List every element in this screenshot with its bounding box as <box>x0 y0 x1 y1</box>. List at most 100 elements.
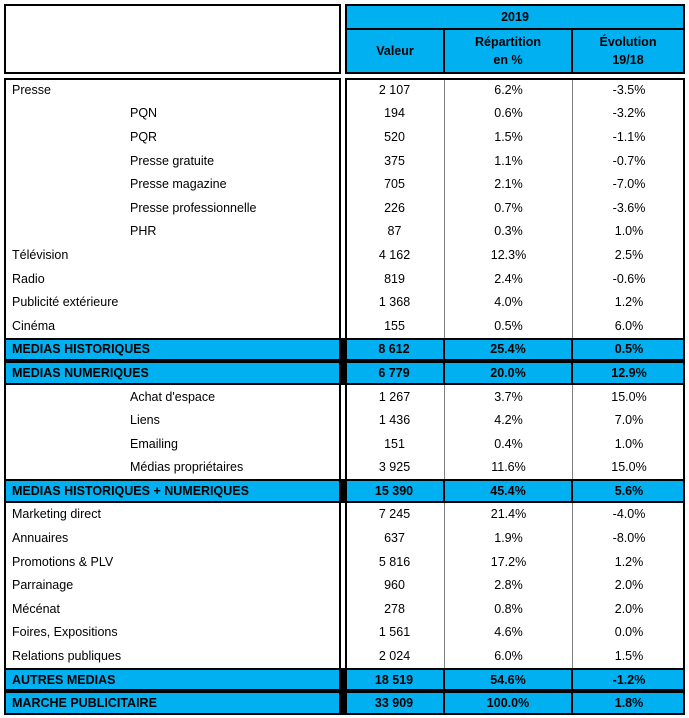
row-label: PHR <box>130 224 157 239</box>
row-repartition: 21.4% <box>445 502 573 527</box>
row-label: Promotions & PLV <box>12 554 114 569</box>
row-label: MEDIAS NUMERIQUES <box>4 363 341 383</box>
row-repartition: 2.8% <box>445 573 573 598</box>
row-repartition: 54.6% <box>445 669 573 690</box>
column-gap-divider <box>341 363 345 383</box>
row-label: Médias propriétaires <box>130 460 244 475</box>
row-label: MEDIAS HISTORIQUES <box>4 339 341 360</box>
row-label: Emailing <box>130 436 178 451</box>
row-label: MEDIAS HISTORIQUES + NUMERIQUES <box>4 481 341 501</box>
row-repartition: 1.1% <box>445 148 573 173</box>
row-valeur: 33 909 <box>345 693 445 714</box>
table-row: Foires, Expositions 1 561 4.6% 0.0% <box>4 620 685 645</box>
row-repartition: 0.8% <box>445 597 573 621</box>
table-row: Cinéma 155 0.5% 6.0% <box>4 313 685 338</box>
header-columns: Valeur Répartition en % Évolution 19/18 <box>347 30 683 72</box>
table-row: MARCHE PUBLICITAIRE 33 909 100.0% 1.8% <box>4 691 685 716</box>
row-valeur: 637 <box>345 526 445 550</box>
row-evolution: 1.0% <box>614 436 644 451</box>
row-valeur: 1 368 <box>345 290 445 314</box>
row-valeur: 705 <box>345 172 445 196</box>
row-valeur: 8 612 <box>345 339 445 360</box>
table-row: Annuaires 637 1.9% -8.0% <box>4 526 685 550</box>
header-col-valeur: Valeur <box>347 30 445 72</box>
row-label: Liens <box>130 413 160 428</box>
row-evolution: 0.0% <box>614 625 644 640</box>
table: 2019 Valeur Répartition en % Évolution 1… <box>4 4 685 716</box>
header-col-repartition-line1: Répartition <box>475 34 541 49</box>
column-gap-divider <box>341 339 345 360</box>
row-label: Presse gratuite <box>130 153 215 168</box>
row-label: Cinéma <box>12 318 56 333</box>
row-repartition: 45.4% <box>445 481 573 501</box>
row-repartition: 0.5% <box>445 313 573 338</box>
row-valeur: 1 267 <box>345 384 445 409</box>
row-repartition: 1.9% <box>445 526 573 550</box>
row-valeur: 3 925 <box>345 455 445 480</box>
row-repartition: 2.4% <box>445 266 573 291</box>
table-row: Presse magazine 705 2.1% -7.0% <box>4 172 685 196</box>
row-repartition: 12.3% <box>445 243 573 267</box>
row-label: Marketing direct <box>12 507 101 522</box>
header-year-group: 2019 Valeur Répartition en % Évolution 1… <box>345 4 685 74</box>
row-repartition: 0.3% <box>445 219 573 244</box>
row-valeur: 4 162 <box>345 243 445 267</box>
row-repartition: 6.2% <box>445 78 573 102</box>
row-label: Foires, Expositions <box>12 625 118 640</box>
row-repartition: 6.0% <box>445 644 573 668</box>
column-gap-divider <box>341 669 345 690</box>
row-repartition: 25.4% <box>445 339 573 360</box>
row-valeur: 151 <box>345 431 445 456</box>
row-evolution: 12.9% <box>611 365 647 380</box>
table-header: 2019 Valeur Répartition en % Évolution 1… <box>4 4 685 74</box>
row-valeur: 18 519 <box>345 669 445 690</box>
row-label: Télévision <box>12 247 69 262</box>
table-row: PHR 87 0.3% 1.0% <box>4 219 685 244</box>
row-repartition: 4.0% <box>445 290 573 314</box>
row-label: Publicité extérieure <box>12 295 119 310</box>
row-repartition: 1.5% <box>445 125 573 149</box>
table-row: MEDIAS HISTORIQUES + NUMERIQUES 15 390 4… <box>4 479 685 503</box>
row-label: Annuaires <box>12 531 69 546</box>
table-row: MEDIAS NUMERIQUES 6 779 20.0% 12.9% <box>4 361 685 385</box>
table-body: Presse 2 107 6.2% -3.5% PQN 194 0.6% -3.… <box>4 78 685 716</box>
row-label: Radio <box>12 271 45 286</box>
row-evolution: 15.0% <box>611 460 647 475</box>
row-evolution: 5.6% <box>614 483 644 498</box>
row-repartition: 2.1% <box>445 172 573 196</box>
row-label: Mécénat <box>12 601 60 616</box>
row-evolution: -8.0% <box>612 531 646 546</box>
table-row: PQN 194 0.6% -3.2% <box>4 101 685 126</box>
table-row: AUTRES MEDIAS 18 519 54.6% -1.2% <box>4 667 685 692</box>
table-row: Achat d'espace 1 267 3.7% 15.0% <box>4 384 685 409</box>
row-valeur: 15 390 <box>345 481 445 501</box>
table-row: PQR 520 1.5% -1.1% <box>4 125 685 149</box>
row-label: Presse magazine <box>130 177 227 192</box>
table-row: Médias propriétaires 3 925 11.6% 15.0% <box>4 455 685 480</box>
row-valeur: 960 <box>345 573 445 598</box>
table-row: Radio 819 2.4% -0.6% <box>4 266 685 291</box>
row-valeur: 375 <box>345 148 445 173</box>
row-evolution: -0.6% <box>612 271 646 286</box>
table-row: Relations publiques 2 024 6.0% 1.5% <box>4 644 685 668</box>
row-valeur: 819 <box>345 266 445 291</box>
row-evolution: 1.8% <box>614 696 644 711</box>
row-valeur: 520 <box>345 125 445 149</box>
row-valeur: 2 024 <box>345 644 445 668</box>
row-valeur: 278 <box>345 597 445 621</box>
row-label: PQR <box>130 129 158 144</box>
header-col-valeur-label: Valeur <box>376 43 414 58</box>
table-row: Presse 2 107 6.2% -3.5% <box>4 78 685 102</box>
header-col-evolution-line2: 19/18 <box>612 53 644 67</box>
row-repartition: 0.7% <box>445 195 573 220</box>
table-row: Presse professionnelle 226 0.7% -3.6% <box>4 195 685 220</box>
row-repartition: 4.6% <box>445 620 573 645</box>
column-gap-divider <box>341 693 345 714</box>
table-row: Presse gratuite 375 1.1% -0.7% <box>4 148 685 173</box>
column-gap-divider <box>341 481 345 501</box>
table-row: Promotions & PLV 5 816 17.2% 1.2% <box>4 549 685 574</box>
row-evolution: -3.2% <box>612 106 646 121</box>
row-repartition: 0.4% <box>445 431 573 456</box>
table-row: Publicité extérieure 1 368 4.0% 1.2% <box>4 290 685 314</box>
